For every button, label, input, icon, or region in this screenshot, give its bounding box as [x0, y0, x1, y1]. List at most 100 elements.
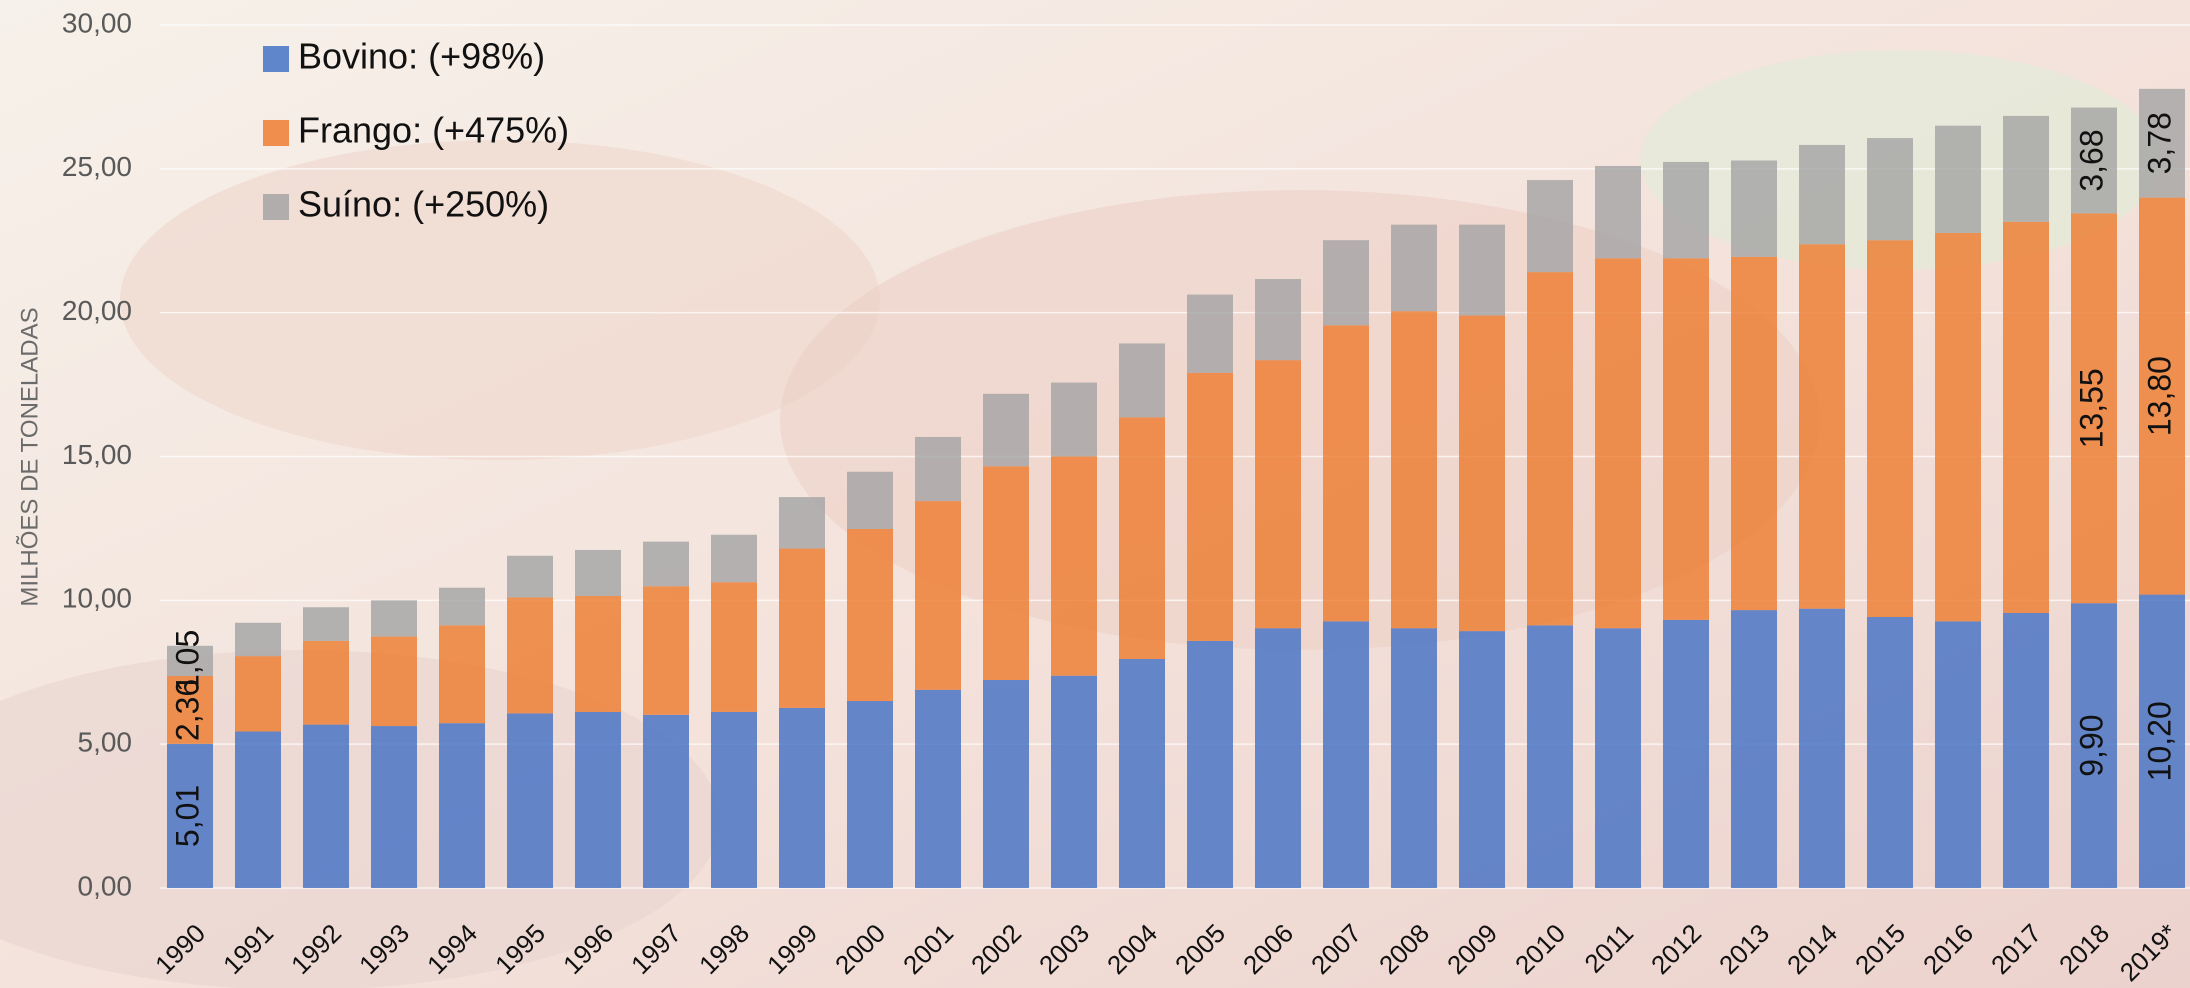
bar-segment [1595, 258, 1641, 628]
bar-segment [507, 556, 553, 598]
data-label: 9,90 [2073, 714, 2109, 776]
y-axis-title: MILHÕES DE TONELADAS [15, 307, 43, 606]
bar-segment [1799, 145, 1845, 244]
bar-segment [847, 701, 893, 888]
data-label: 3,78 [2141, 112, 2177, 174]
y-tick-label: 25,00 [62, 151, 132, 182]
bar-segment [235, 623, 281, 656]
bar-segment [371, 637, 417, 726]
bar-segment [303, 641, 349, 725]
bar-segment [847, 529, 893, 701]
bar-segment [643, 586, 689, 715]
bar-segment [1867, 617, 1913, 888]
bar-segment [2003, 613, 2049, 888]
bar-segment [1187, 641, 1233, 888]
bar-segment [1119, 417, 1165, 659]
bar-segment [1255, 360, 1301, 628]
bar-segment [1187, 373, 1233, 641]
bar-segment [1595, 166, 1641, 258]
bar-segment [507, 713, 553, 888]
bar-segment [1935, 233, 1981, 621]
bar-segment [507, 597, 553, 713]
legend-label: Frango: (+475%) [298, 110, 569, 151]
bar-segment [983, 466, 1029, 680]
y-tick-label: 5,00 [78, 727, 133, 758]
bar-segment [1255, 628, 1301, 888]
bar-segment [575, 550, 621, 596]
bar-segment [235, 656, 281, 731]
legend-swatch [263, 120, 289, 146]
bar-segment [1799, 609, 1845, 888]
legend-swatch [263, 46, 289, 72]
bar-segment [1731, 160, 1777, 256]
bar-segment [575, 596, 621, 712]
bar-segment [1663, 258, 1709, 620]
bar-segment [1323, 325, 1369, 621]
bar-segment [1391, 311, 1437, 628]
bar-segment [1323, 240, 1369, 325]
bar-segment [1867, 240, 1913, 617]
bar-segment [371, 600, 417, 636]
bar-segment [1527, 180, 1573, 272]
bar-segment [915, 501, 961, 690]
legend-swatch [263, 194, 289, 220]
bar-segment [1119, 659, 1165, 888]
bar-segment [439, 588, 485, 626]
bar-segment [915, 437, 961, 501]
bar-segment [2003, 222, 2049, 613]
bar-segment [779, 549, 825, 708]
bar-segment [1051, 676, 1097, 888]
bar-segment [371, 726, 417, 888]
bar-segment [711, 582, 757, 712]
bar-segment [575, 712, 621, 888]
bar-segment [1663, 162, 1709, 258]
bar-segment [1731, 257, 1777, 610]
bar-segment [711, 535, 757, 582]
data-label: 1,05 [169, 630, 205, 692]
bar-segment [2003, 116, 2049, 222]
data-label: 13,55 [2073, 368, 2109, 448]
y-tick-label: 20,00 [62, 295, 132, 326]
bar-segment [1459, 316, 1505, 632]
bar-segment [1799, 244, 1845, 608]
data-label: 3,68 [2073, 129, 2109, 191]
bar-segment [711, 712, 757, 888]
bar-segment [779, 497, 825, 548]
bar-segment [983, 394, 1029, 466]
bar-segment [643, 715, 689, 888]
bar-segment [1935, 126, 1981, 233]
bar-segment [1731, 610, 1777, 888]
bar-segment [1459, 631, 1505, 888]
bar-segment [235, 732, 281, 888]
data-label: 13,80 [2141, 356, 2177, 436]
y-tick-label: 0,00 [78, 870, 133, 901]
bar-segment [1255, 279, 1301, 360]
data-label: 10,20 [2141, 701, 2177, 781]
bar-segment [1391, 628, 1437, 888]
bar-segment [847, 472, 893, 529]
bar-segment [1051, 457, 1097, 676]
bar-segment [1391, 225, 1437, 312]
bar-segment [1527, 272, 1573, 625]
bar-segment [1595, 628, 1641, 888]
bar-segment [1663, 620, 1709, 888]
y-tick-label: 15,00 [62, 439, 132, 470]
bar-segment [983, 680, 1029, 888]
page: MILHÕES DE TONELADAS 0,00 5,00 10,00 15,00 2… [0, 0, 2190, 988]
bar-segment [1527, 625, 1573, 888]
bar-segment [303, 607, 349, 641]
y-tick-label: 10,00 [62, 583, 132, 614]
bar-segment [1459, 225, 1505, 316]
bar-segment [303, 725, 349, 888]
y-tick-label: 30,00 [62, 7, 132, 38]
bar-segment [643, 542, 689, 587]
bar-segment [439, 723, 485, 888]
bar-segment [1051, 383, 1097, 457]
legend-label: Bovino: (+98%) [298, 36, 545, 77]
bar-segment [1187, 295, 1233, 373]
bar-segment [1935, 621, 1981, 888]
bar-segment [1323, 621, 1369, 888]
bar-segment [915, 690, 961, 888]
bar-segment [1119, 343, 1165, 417]
data-label: 5,01 [169, 785, 205, 847]
